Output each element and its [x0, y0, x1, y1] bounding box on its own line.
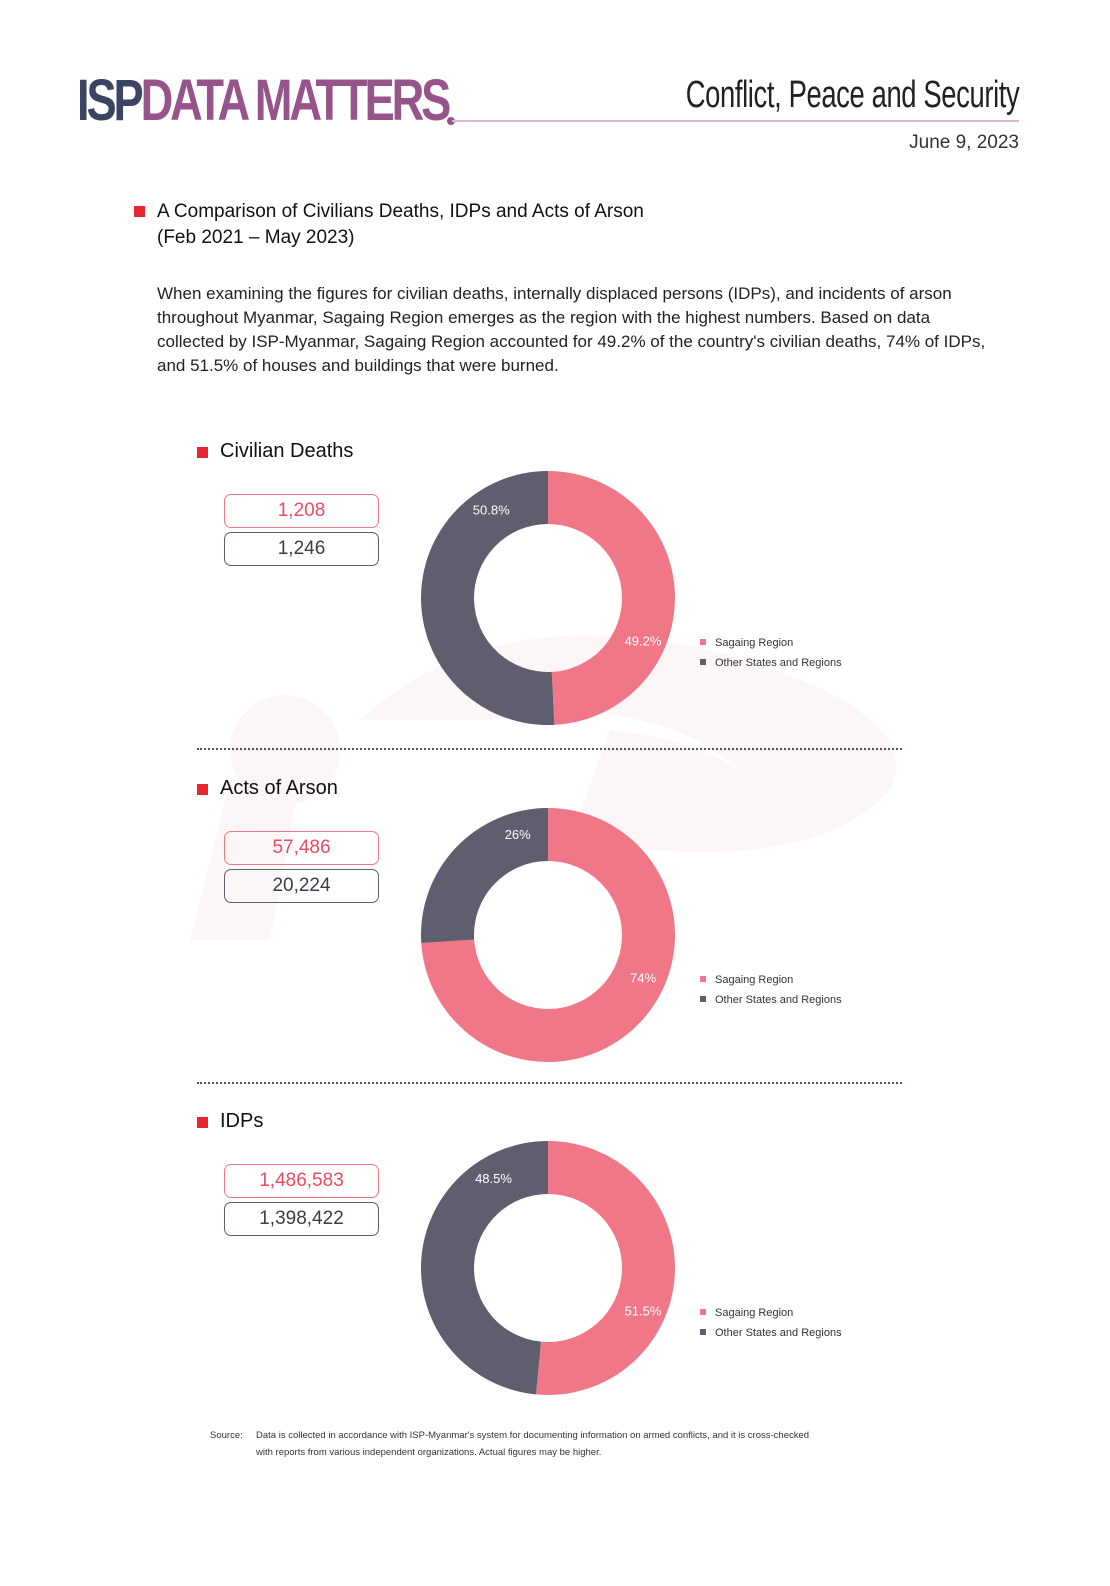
bullet-square-icon — [197, 447, 208, 458]
intro-paragraph: When examining the figures for civilian … — [157, 284, 986, 375]
legend-label: Sagaing Region — [715, 974, 794, 986]
donut-chart: 49.2% 50.8% — [421, 471, 676, 725]
heading-line-2: (Feb 2021 – May 2023) — [157, 227, 355, 248]
legend-item-other: Other States and Regions — [700, 653, 842, 673]
dotted-divider — [197, 1082, 902, 1084]
source-label: Source: — [210, 1430, 243, 1441]
legend-item-sagaing: Sagaing Region — [700, 970, 842, 990]
source-line-1: Data is collected in accordance with ISP… — [256, 1430, 810, 1441]
donut-slice-sagaing — [548, 471, 676, 725]
dotted-divider — [197, 748, 902, 750]
chart-legend: Sagaing Region Other States and Regions — [700, 1303, 842, 1343]
chart-legend: Sagaing Region Other States and Regions — [700, 970, 842, 1010]
donut-slice-sagaing — [536, 1141, 675, 1395]
legend-swatch — [700, 996, 706, 1002]
sagaing-value-box: 1,208 — [224, 494, 379, 528]
bullet-square-icon — [197, 784, 208, 795]
legend-swatch — [700, 976, 706, 982]
legend-item-other: Other States and Regions — [700, 990, 842, 1010]
other-value-box: 20,224 — [224, 869, 379, 903]
donut-slice-other — [420, 1141, 548, 1395]
legend-label: Other States and Regions — [715, 1327, 842, 1339]
legend-label: Other States and Regions — [715, 994, 842, 1006]
bullet-square-icon — [134, 206, 145, 217]
percent-label: 74% — [630, 970, 656, 985]
percent-label: 49.2% — [625, 633, 662, 648]
source-note: Source: Data is collected in accordance … — [210, 1427, 809, 1458]
legend-item-sagaing: Sagaing Region — [700, 633, 842, 653]
section-heading: A Comparison of Civilians Deaths, IDPs a… — [157, 199, 644, 251]
donut-slice-other — [421, 808, 548, 943]
legend-label: Other States and Regions — [715, 657, 842, 669]
heading-line-1: A Comparison of Civilians Deaths, IDPs a… — [157, 201, 644, 222]
legend-label: Sagaing Region — [715, 637, 794, 649]
chart-title: IDPs — [220, 1110, 264, 1132]
donut-slice-sagaing — [421, 808, 675, 1062]
chart-legend: Sagaing Region Other States and Regions — [700, 633, 842, 673]
donut-chart: 51.5% 48.5% — [420, 1141, 675, 1395]
chart-title: Civilian Deaths — [220, 440, 354, 462]
sagaing-value-box: 1,486,583 — [224, 1164, 379, 1198]
percent-label: 51.5% — [625, 1303, 662, 1318]
donut-chart: 74% 26% — [421, 808, 675, 1062]
legend-swatch — [700, 1329, 706, 1335]
percent-label: 26% — [505, 827, 531, 842]
header-dot — [447, 117, 455, 125]
topic-title: Conflict, Peace and Security — [685, 74, 1019, 116]
percent-label: 48.5% — [475, 1171, 512, 1186]
legend-swatch — [700, 1309, 706, 1315]
sagaing-value-box: 57,486 — [224, 831, 379, 865]
legend-label: Sagaing Region — [715, 1307, 794, 1319]
bullet-square-icon — [197, 1117, 208, 1128]
publish-date: June 9, 2023 — [909, 132, 1019, 153]
legend-swatch — [700, 659, 706, 665]
legend-swatch — [700, 639, 706, 645]
donut-slice-other — [421, 471, 555, 725]
legend-item-sagaing: Sagaing Region — [700, 1303, 842, 1323]
other-value-box: 1,398,422 — [224, 1202, 379, 1236]
source-line-2: with reports from various independent or… — [256, 1447, 602, 1458]
chart-title: Acts of Arson — [220, 777, 338, 799]
other-value-box: 1,246 — [224, 532, 379, 566]
isp-data-matters-logo: ISPDATA MATTERS — [77, 68, 451, 133]
header-rule — [452, 120, 1019, 122]
percent-label: 50.8% — [473, 502, 510, 517]
legend-item-other: Other States and Regions — [700, 1323, 842, 1343]
